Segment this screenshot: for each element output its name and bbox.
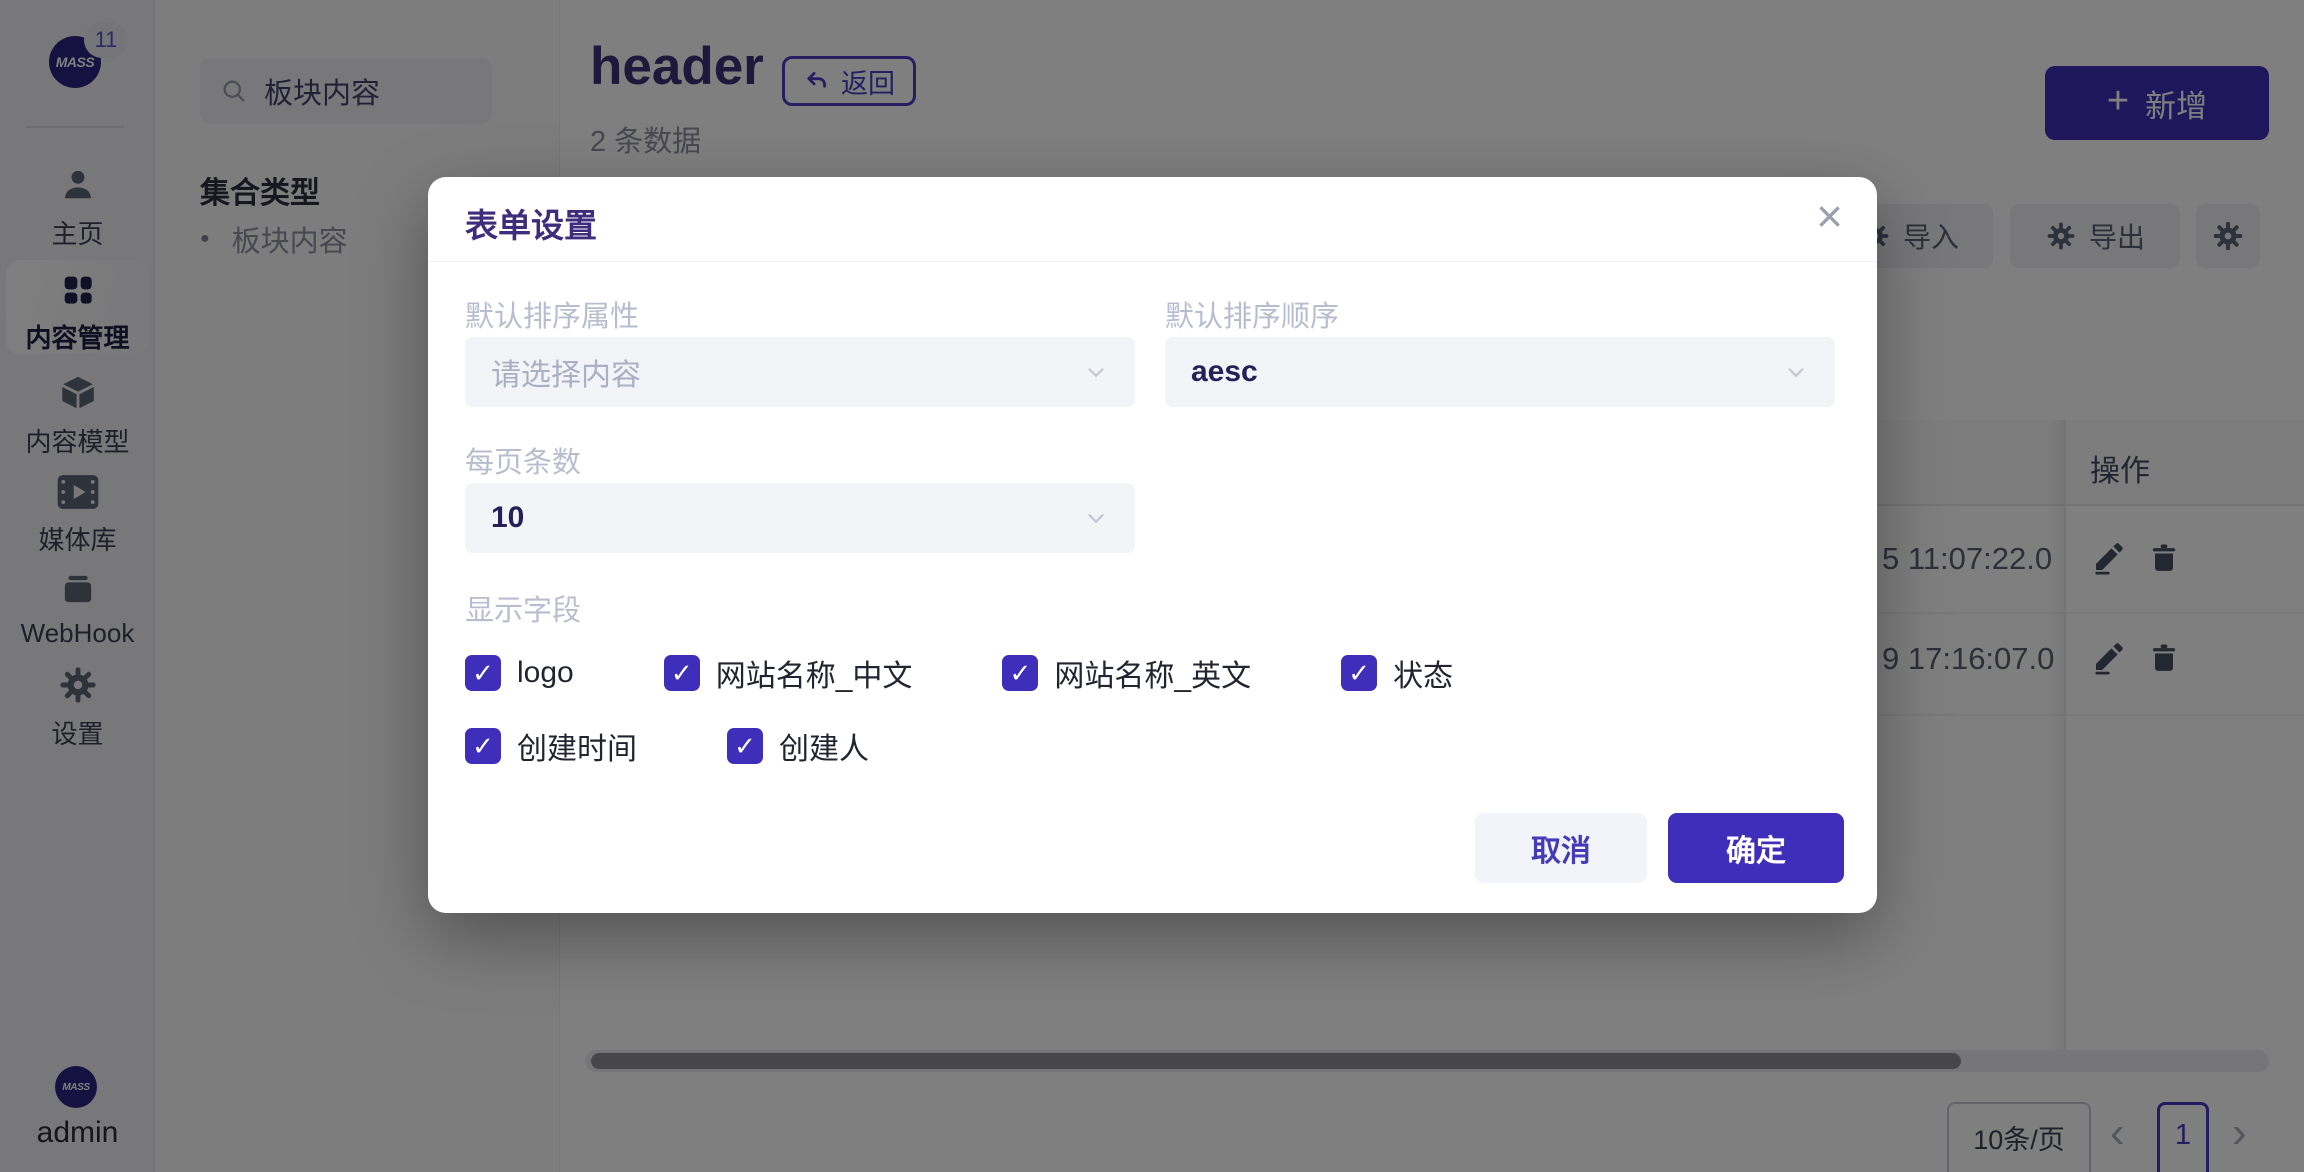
checkbox-label: 网站名称_中文 <box>715 660 913 693</box>
checkbox-checked-icon: ✓ <box>1341 655 1378 691</box>
page-size-field-label: 每页条数 <box>465 447 582 479</box>
confirm-button[interactable]: 确定 <box>1668 813 1844 883</box>
sort-order-value: aesc <box>1191 355 1258 388</box>
checkbox-site-name-en[interactable]: ✓ 网站名称_英文 <box>1002 651 1251 695</box>
chevron-down-icon <box>1083 359 1109 385</box>
modal-title: 表单设置 <box>465 207 597 244</box>
checkbox-created-time[interactable]: ✓ 创建时间 <box>465 724 637 768</box>
chevron-down-icon <box>1083 505 1109 531</box>
modal-header-divider <box>428 261 1877 262</box>
display-fields-label: 显示字段 <box>465 595 582 627</box>
cancel-button[interactable]: 取消 <box>1475 813 1647 883</box>
checkbox-label: 网站名称_英文 <box>1054 660 1252 693</box>
display-fields-row-2: ✓ 创建时间 ✓ 创建人 <box>465 724 959 768</box>
checkbox-status[interactable]: ✓ 状态 <box>1341 651 1453 695</box>
checkbox-checked-icon: ✓ <box>465 655 501 691</box>
checkbox-site-name-cn[interactable]: ✓ 网站名称_中文 <box>663 651 913 695</box>
sort-attr-placeholder: 请选择内容 <box>491 359 641 392</box>
page-size-field-value: 10 <box>491 501 525 534</box>
sort-attr-label: 默认排序属性 <box>465 301 640 333</box>
checkbox-checked-icon: ✓ <box>727 728 763 764</box>
checkbox-label: 创建时间 <box>517 733 637 766</box>
checkbox-logo[interactable]: ✓ logo <box>465 651 574 695</box>
checkbox-label: logo <box>517 656 574 689</box>
sort-order-label: 默认排序顺序 <box>1165 301 1340 333</box>
page-size-field-select[interactable]: 10 <box>465 483 1135 553</box>
checkbox-checked-icon: ✓ <box>1002 655 1039 691</box>
form-settings-modal: 表单设置 × 默认排序属性 默认排序顺序 请选择内容 aesc 每页条数 10 … <box>428 177 1877 913</box>
checkbox-checked-icon: ✓ <box>663 655 700 691</box>
checkbox-label: 状态 <box>1393 660 1454 693</box>
checkbox-label: 创建人 <box>779 733 869 766</box>
sort-attr-select[interactable]: 请选择内容 <box>465 337 1135 407</box>
close-icon[interactable]: × <box>1816 190 1843 242</box>
sort-order-select[interactable]: aesc <box>1165 337 1835 407</box>
chevron-down-icon <box>1783 359 1809 385</box>
display-fields-row-1: ✓ logo ✓ 网站名称_中文 ✓ 网站名称_英文 ✓ 状态 <box>465 651 1543 695</box>
checkbox-checked-icon: ✓ <box>465 728 501 764</box>
checkbox-creator[interactable]: ✓ 创建人 <box>727 724 869 768</box>
